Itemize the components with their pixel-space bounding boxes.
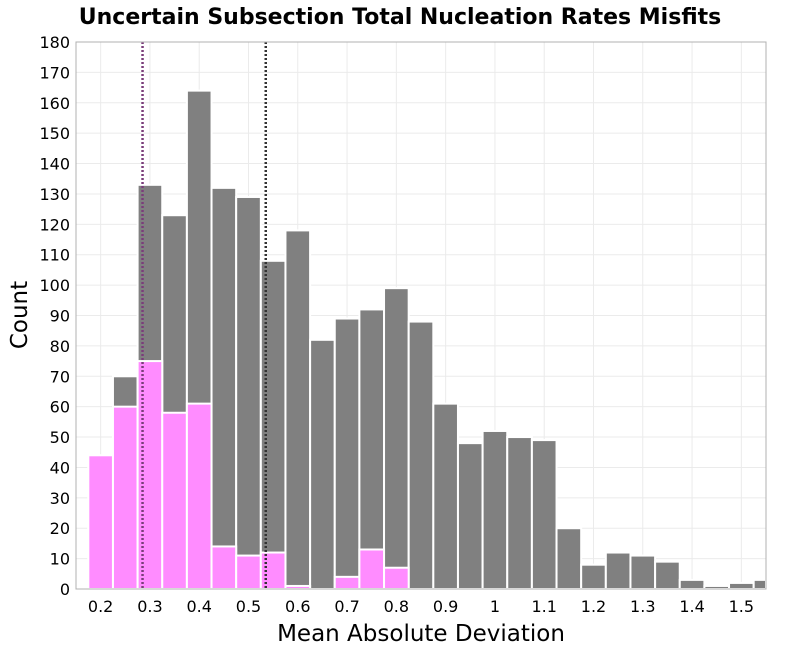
bar-pink — [161, 411, 188, 590]
y-tick-label: 80 — [50, 337, 70, 356]
bar-pink — [358, 548, 386, 590]
reference-lines — [141, 42, 267, 589]
x-tick-label: 0.5 — [236, 597, 261, 616]
bars — [87, 89, 768, 591]
y-tick-label: 100 — [39, 276, 70, 295]
bar-gray — [407, 320, 435, 590]
x-tick-label: 0.8 — [384, 597, 409, 616]
y-axis-label: Count — [7, 281, 33, 349]
plot-frame — [75, 41, 767, 590]
bar-gray — [456, 442, 484, 590]
x-tick-label: 0.2 — [88, 597, 113, 616]
bar-pink — [235, 554, 262, 590]
bar-gray — [555, 527, 583, 591]
y-tick-label: 150 — [39, 124, 70, 143]
bar-pink — [185, 402, 213, 590]
x-tick-label: 0.3 — [137, 597, 162, 616]
y-tick-label: 0 — [60, 580, 70, 599]
y-tick-label: 140 — [39, 155, 70, 174]
x-tick-label: 0.9 — [433, 597, 458, 616]
bar-pink — [383, 566, 410, 591]
y-axis-ticks: 0 10 20 30 40 50 60 70 80 90 100 110 120 130 140 150 160… — [39, 33, 70, 599]
y-tick-label: 130 — [39, 185, 70, 204]
y-tick-label: 180 — [39, 33, 70, 52]
bar-gray — [728, 581, 755, 591]
y-tick-label: 90 — [50, 307, 70, 326]
bar-gray — [210, 186, 238, 590]
x-tick-label: 0.4 — [186, 597, 211, 616]
bar-gray — [309, 338, 336, 590]
bar-pink — [111, 405, 139, 590]
bar-gray — [284, 229, 312, 591]
y-tick-label: 30 — [50, 489, 70, 508]
y-tick-label: 50 — [50, 428, 70, 447]
y-tick-label: 10 — [50, 550, 70, 569]
bar-gray — [752, 578, 768, 591]
x-tick-label: 1.1 — [531, 597, 556, 616]
bar-gray — [580, 563, 607, 591]
bar-pink — [210, 545, 238, 591]
bar-gray — [678, 578, 706, 591]
bar-pink — [333, 575, 361, 590]
bar-gray — [235, 195, 262, 590]
y-tick-label: 60 — [50, 398, 70, 417]
bar-gray — [481, 429, 509, 590]
y-tick-label: 40 — [50, 458, 70, 477]
x-axis-ticks: 0.2 0.3 0.4 0.5 0.6 0.7 0.8 0.9 1 1.1 1.2 1.3 1.4 1.5 — [88, 597, 754, 616]
x-tick-label: 1.5 — [729, 597, 754, 616]
x-tick-label: 1.4 — [679, 597, 704, 616]
bar-gray — [506, 436, 533, 590]
bar-pink — [87, 454, 114, 590]
y-tick-label: 160 — [39, 94, 70, 113]
chart-title: Uncertain Subsection Total Nucleation Ra… — [79, 5, 721, 30]
bar-gray — [530, 439, 558, 590]
bar-gray — [654, 560, 681, 591]
bar-gray — [358, 308, 386, 590]
x-axis-label: Mean Absolute Deviation — [277, 621, 565, 647]
y-tick-label: 110 — [39, 246, 70, 265]
x-tick-label: 0.7 — [334, 597, 359, 616]
y-tick-label: 170 — [39, 63, 70, 82]
y-tick-label: 120 — [39, 215, 70, 234]
bar-gray — [333, 317, 361, 590]
x-tick-label: 1.3 — [630, 597, 655, 616]
x-tick-label: 1.2 — [581, 597, 606, 616]
bar-gray — [629, 554, 657, 590]
bar-gray — [383, 287, 410, 590]
bar-gray — [432, 402, 459, 590]
bar-gray — [604, 551, 632, 590]
x-tick-label: 1 — [490, 597, 500, 616]
y-tick-label: 70 — [50, 367, 70, 386]
x-tick-label: 0.6 — [285, 597, 310, 616]
y-tick-label: 20 — [50, 519, 70, 538]
